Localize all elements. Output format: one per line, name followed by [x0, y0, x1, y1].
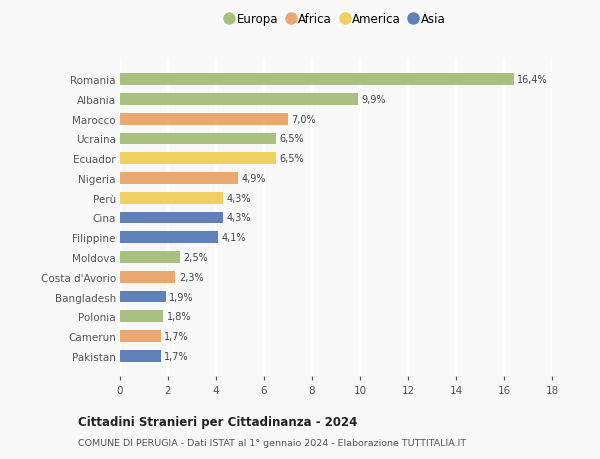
- Legend: Europa, Africa, America, Asia: Europa, Africa, America, Asia: [221, 9, 451, 31]
- Text: 4,9%: 4,9%: [241, 174, 266, 184]
- Bar: [120, 350, 161, 362]
- Text: 7,0%: 7,0%: [292, 114, 316, 124]
- Bar: [120, 192, 223, 204]
- Text: 1,8%: 1,8%: [167, 312, 191, 322]
- Text: 9,9%: 9,9%: [361, 95, 386, 105]
- Text: COMUNE DI PERUGIA - Dati ISTAT al 1° gennaio 2024 - Elaborazione TUTTITALIA.IT: COMUNE DI PERUGIA - Dati ISTAT al 1° gen…: [78, 438, 466, 448]
- Text: 6,5%: 6,5%: [280, 134, 304, 144]
- Bar: [120, 330, 161, 342]
- Bar: [120, 133, 276, 145]
- Bar: [120, 252, 180, 263]
- Text: 1,7%: 1,7%: [164, 331, 189, 341]
- Bar: [120, 271, 175, 283]
- Text: 4,3%: 4,3%: [227, 193, 251, 203]
- Text: 4,1%: 4,1%: [222, 233, 247, 243]
- Bar: [120, 74, 514, 86]
- Bar: [120, 212, 223, 224]
- Bar: [120, 94, 358, 106]
- Text: 4,3%: 4,3%: [227, 213, 251, 223]
- Text: 2,5%: 2,5%: [184, 252, 208, 263]
- Bar: [120, 232, 218, 244]
- Text: 1,9%: 1,9%: [169, 292, 194, 302]
- Bar: [120, 291, 166, 303]
- Text: Cittadini Stranieri per Cittadinanza - 2024: Cittadini Stranieri per Cittadinanza - 2…: [78, 415, 358, 428]
- Text: 1,7%: 1,7%: [164, 351, 189, 361]
- Bar: [120, 113, 288, 125]
- Text: 2,3%: 2,3%: [179, 272, 203, 282]
- Text: 6,5%: 6,5%: [280, 154, 304, 164]
- Bar: [120, 153, 276, 165]
- Text: 16,4%: 16,4%: [517, 75, 548, 85]
- Bar: [120, 173, 238, 185]
- Bar: [120, 311, 163, 323]
